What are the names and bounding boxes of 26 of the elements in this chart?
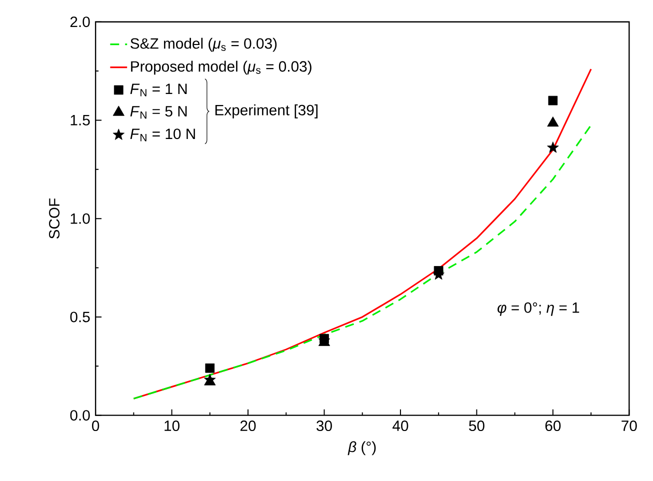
x-tick-label: 60 bbox=[545, 420, 561, 432]
annotation: φ = 0°; η = 1 bbox=[498, 302, 580, 316]
x-tick-label: 70 bbox=[622, 420, 637, 432]
legend-label: S&Z model (μ$_{s}$ = 0.03) bbox=[130, 38, 277, 52]
point bbox=[548, 96, 558, 106]
y-tick-label: 2.0 bbox=[70, 16, 90, 28]
point bbox=[205, 363, 215, 373]
x-tick-label: 0 bbox=[92, 420, 100, 432]
x-tick-label: 30 bbox=[316, 420, 332, 432]
x-tick-label: 10 bbox=[164, 420, 180, 432]
legend-label: Proposed model (μ$_{s}$ = 0.03) bbox=[131, 60, 312, 75]
x-tick-label: 50 bbox=[469, 420, 484, 432]
x-tick-label: 20 bbox=[240, 420, 256, 432]
legend-label: F$_{N}$ = 10 N bbox=[130, 128, 195, 142]
point bbox=[547, 142, 559, 153]
legend-label: F$_{N}$ = 1 N bbox=[130, 84, 187, 96]
y-tick-label: 0.0 bbox=[70, 410, 90, 421]
legend-label: F$_{N}$ = 5 N bbox=[130, 106, 187, 119]
x-tick-label: 40 bbox=[392, 420, 408, 432]
y-tick-label: 0.5 bbox=[70, 312, 90, 322]
annotation: Experiment [39] bbox=[215, 104, 318, 118]
y-tick-label: 1.0 bbox=[70, 213, 90, 224]
x-axis-title: β (°) bbox=[348, 441, 376, 456]
point bbox=[547, 116, 559, 127]
y-tick-label: 1.5 bbox=[70, 115, 90, 126]
y-axis-title: SCOF bbox=[48, 198, 60, 239]
